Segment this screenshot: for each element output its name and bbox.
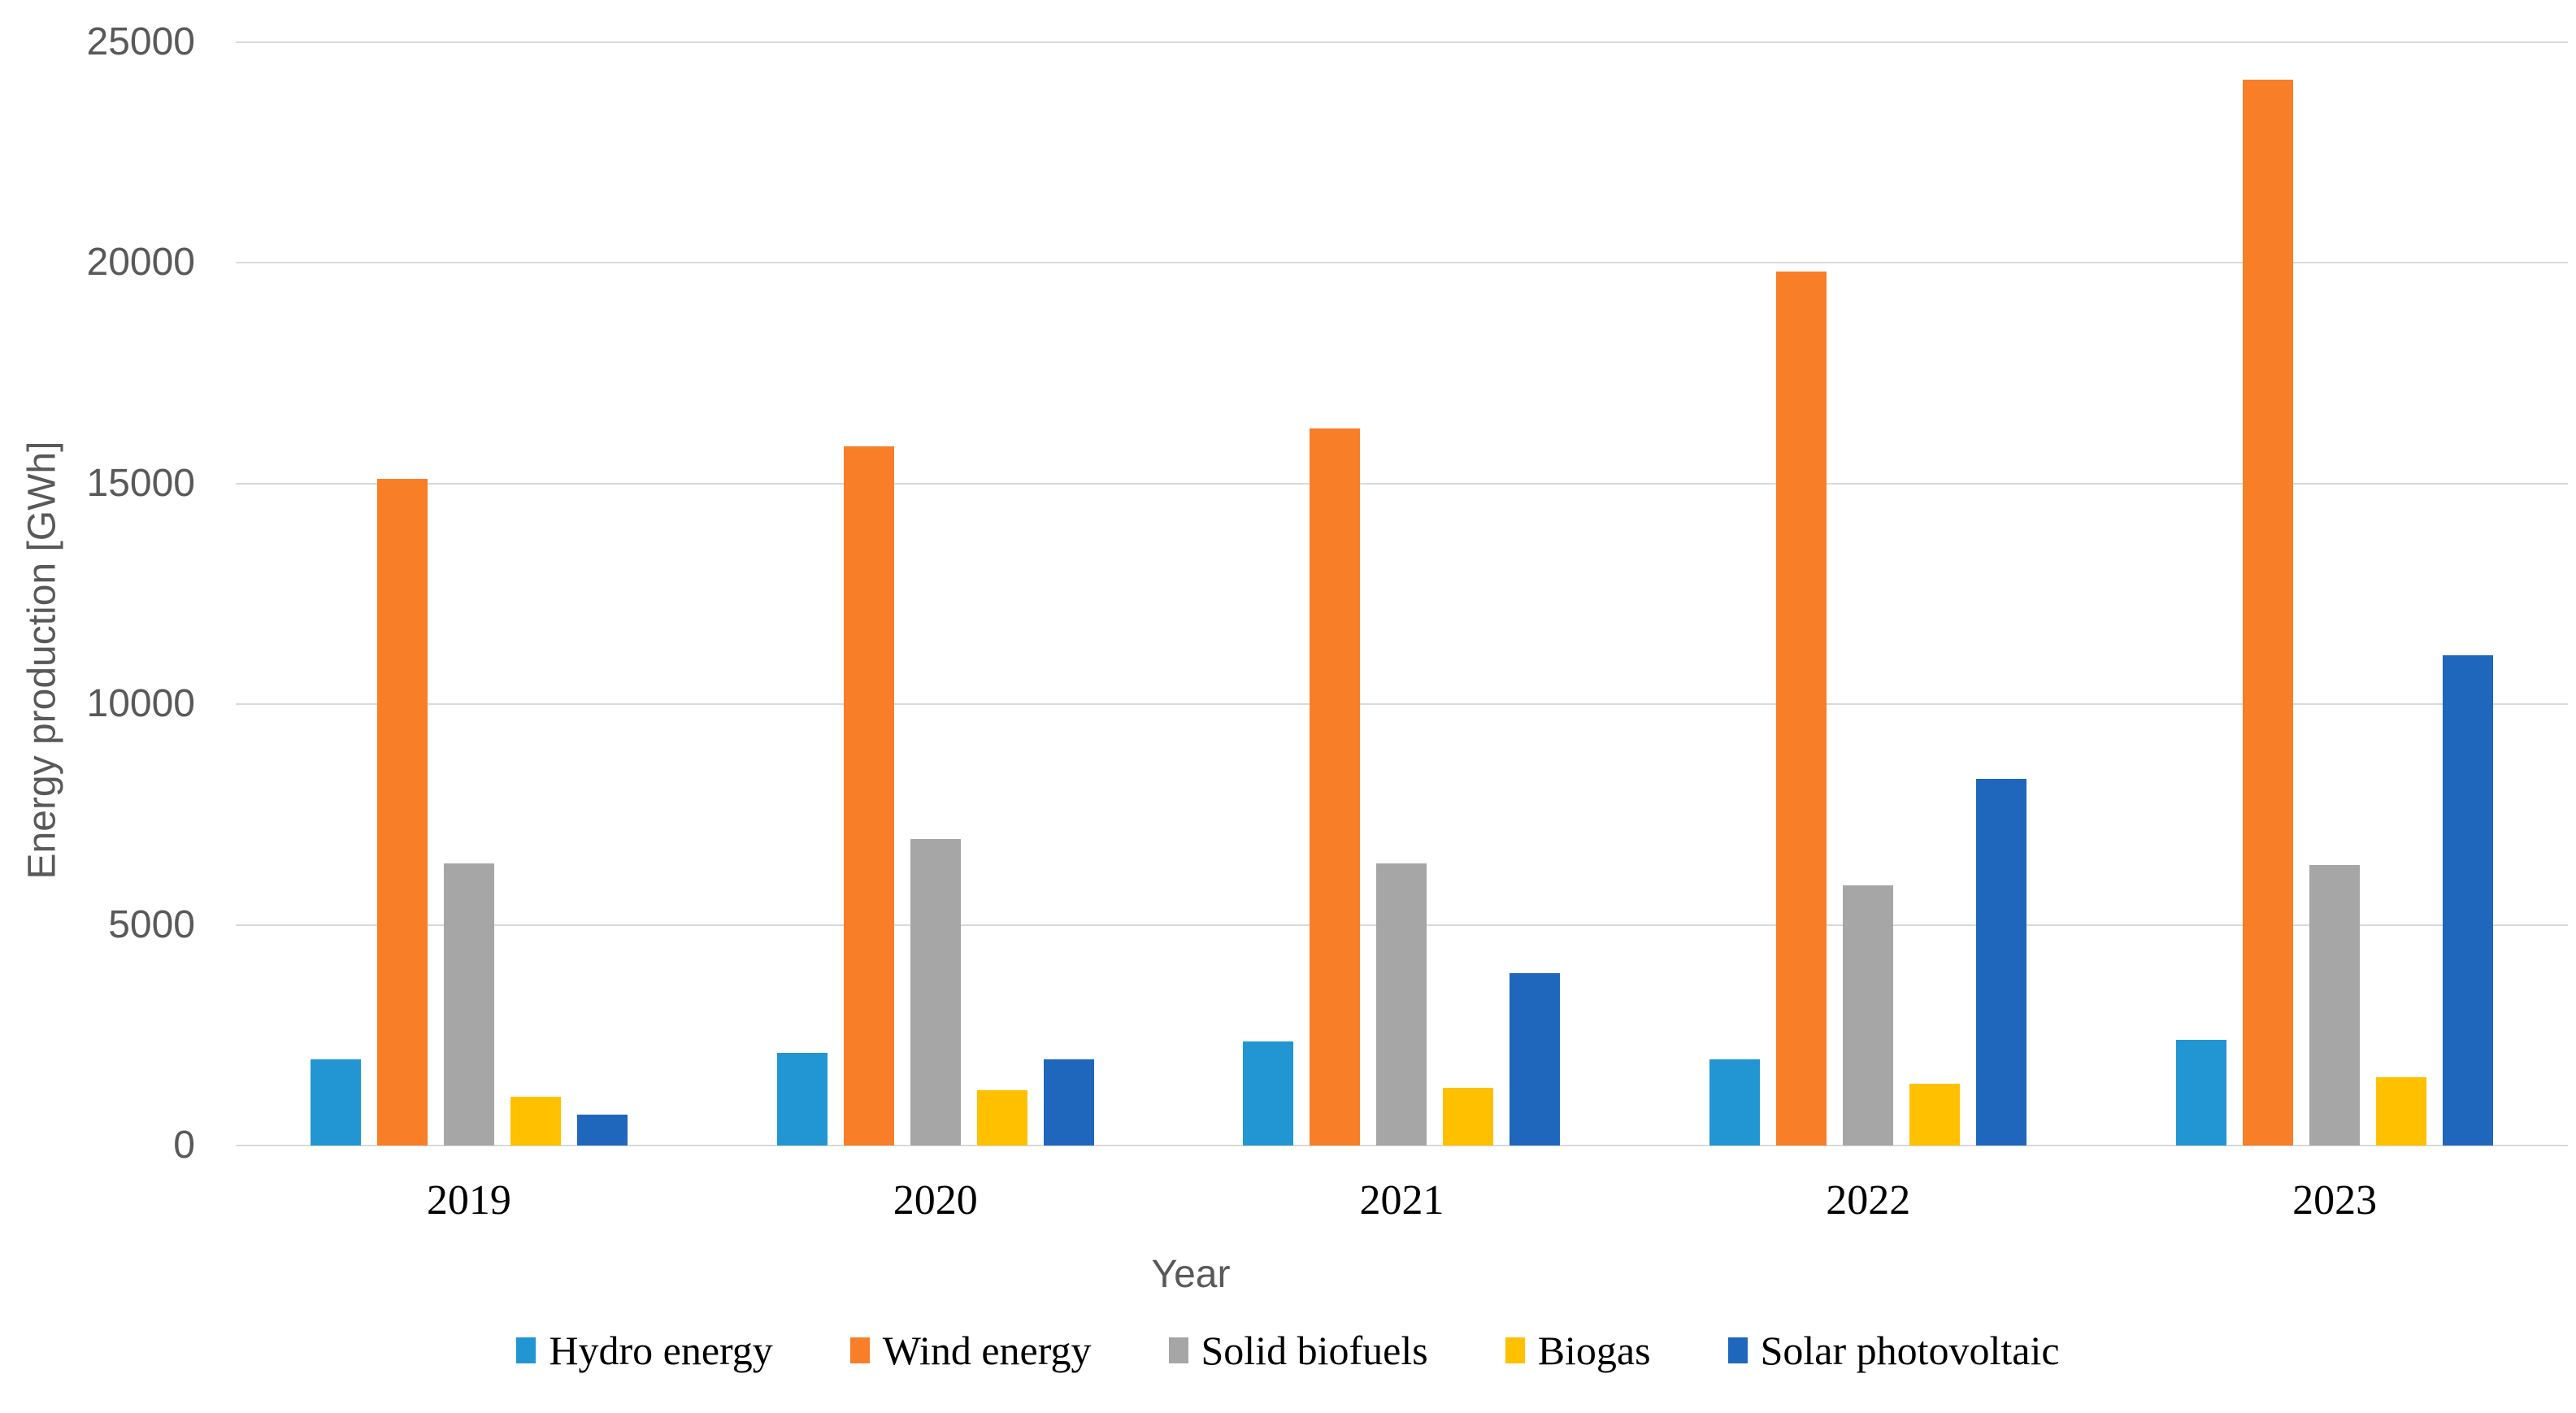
legend-marker-icon (516, 1337, 536, 1363)
bar-solar-photovoltaic-2021 (1510, 973, 1561, 1146)
gridline-0 (236, 1145, 2568, 1146)
legend-item-hydro-energy: Hydro energy (516, 1327, 773, 1374)
legend-label: Solar photovoltaic (1760, 1328, 2060, 1373)
bar-groups: 2019 2020 2021 2022 2023 (236, 42, 2568, 1224)
legend-label: Biogas (1537, 1328, 1651, 1373)
gridline-15000 (236, 482, 2568, 485)
gridline-25000 (236, 41, 2568, 43)
legend-item-wind-energy: Wind energy (849, 1327, 1092, 1374)
bar-solid-biofuels-2019 (443, 863, 494, 1146)
y-tick-label-10000: 10000 (86, 682, 195, 726)
bar-solar-photovoltaic-2020 (1043, 1059, 1094, 1146)
gridline-20000 (236, 262, 2568, 264)
bar-solid-biofuels-2022 (1843, 885, 1894, 1146)
x-tick-label-2019: 2019 (426, 1177, 511, 1224)
bar-solid-biofuels-2020 (910, 839, 961, 1146)
bar-hydro-energy-2020 (776, 1053, 828, 1146)
bar-hydro-energy-2023 (2176, 1040, 2227, 1146)
y-tick-label-0: 0 (173, 1124, 195, 1167)
bar-biogas-2020 (976, 1090, 1027, 1146)
x-axis-title: Year (1151, 1253, 1231, 1296)
bar-biogas-2021 (1443, 1088, 1494, 1146)
y-tick-label-20000: 20000 (86, 241, 195, 285)
bar-hydro-energy-2019 (310, 1059, 361, 1146)
bar-group-2019: 2019 (236, 42, 702, 1224)
x-tick-label-2020: 2020 (893, 1177, 978, 1224)
bar-hydro-energy-2022 (1709, 1059, 1761, 1146)
legend-item-biogas: Biogas (1505, 1327, 1651, 1374)
y-axis-tick-labels: 0 5000 10000 15000 20000 25000 (0, 0, 195, 1413)
legend-item-solid-biofuels: Solid biofuels (1168, 1327, 1428, 1374)
bar-wind-energy-2019 (376, 479, 428, 1146)
legend-marker-icon (1727, 1337, 1748, 1363)
bar-wind-energy-2023 (2243, 80, 2294, 1146)
bar-solid-biofuels-2021 (1376, 863, 1427, 1146)
legend-marker-icon (1505, 1337, 1525, 1363)
legend-label: Wind energy (882, 1328, 1092, 1373)
y-tick-label-15000: 15000 (86, 461, 195, 505)
bar-solar-photovoltaic-2019 (576, 1115, 628, 1146)
legend: Hydro energy Wind energy Solid biofuels Bio… (0, 1327, 2576, 1374)
bar-group-2022: 2022 (1635, 42, 2101, 1224)
plot-area: 2019 2020 2021 2022 2023 (236, 41, 2568, 1224)
bar-wind-energy-2020 (843, 446, 894, 1146)
bar-group-2020: 2020 (702, 42, 1169, 1224)
y-tick-label-25000: 25000 (86, 20, 195, 63)
legend-marker-icon (849, 1337, 870, 1363)
bar-wind-energy-2022 (1776, 272, 1827, 1146)
bar-solar-photovoltaic-2023 (2443, 655, 2494, 1146)
x-tick-label-2022: 2022 (1826, 1177, 1911, 1224)
bar-biogas-2022 (1909, 1084, 1961, 1146)
bar-hydro-energy-2021 (1243, 1041, 1294, 1146)
bar-biogas-2023 (2376, 1077, 2427, 1146)
legend-marker-icon (1168, 1337, 1188, 1363)
legend-item-solar-photovoltaic: Solar photovoltaic (1727, 1327, 2060, 1374)
bar-group-2021: 2021 (1169, 42, 1636, 1224)
bar-solar-photovoltaic-2022 (1976, 779, 2027, 1146)
legend-label: Solid biofuels (1201, 1328, 1428, 1373)
x-tick-label-2021: 2021 (1359, 1177, 1444, 1224)
bar-wind-energy-2021 (1310, 428, 1361, 1146)
bar-biogas-2019 (510, 1097, 561, 1146)
gridline-10000 (236, 703, 2568, 706)
y-tick-label-5000: 5000 (108, 902, 195, 946)
bar-solid-biofuels-2023 (2309, 865, 2361, 1146)
bar-group-2023: 2023 (2101, 42, 2568, 1224)
x-tick-label-2023: 2023 (2292, 1177, 2378, 1224)
legend-label: Hydro energy (549, 1328, 773, 1373)
